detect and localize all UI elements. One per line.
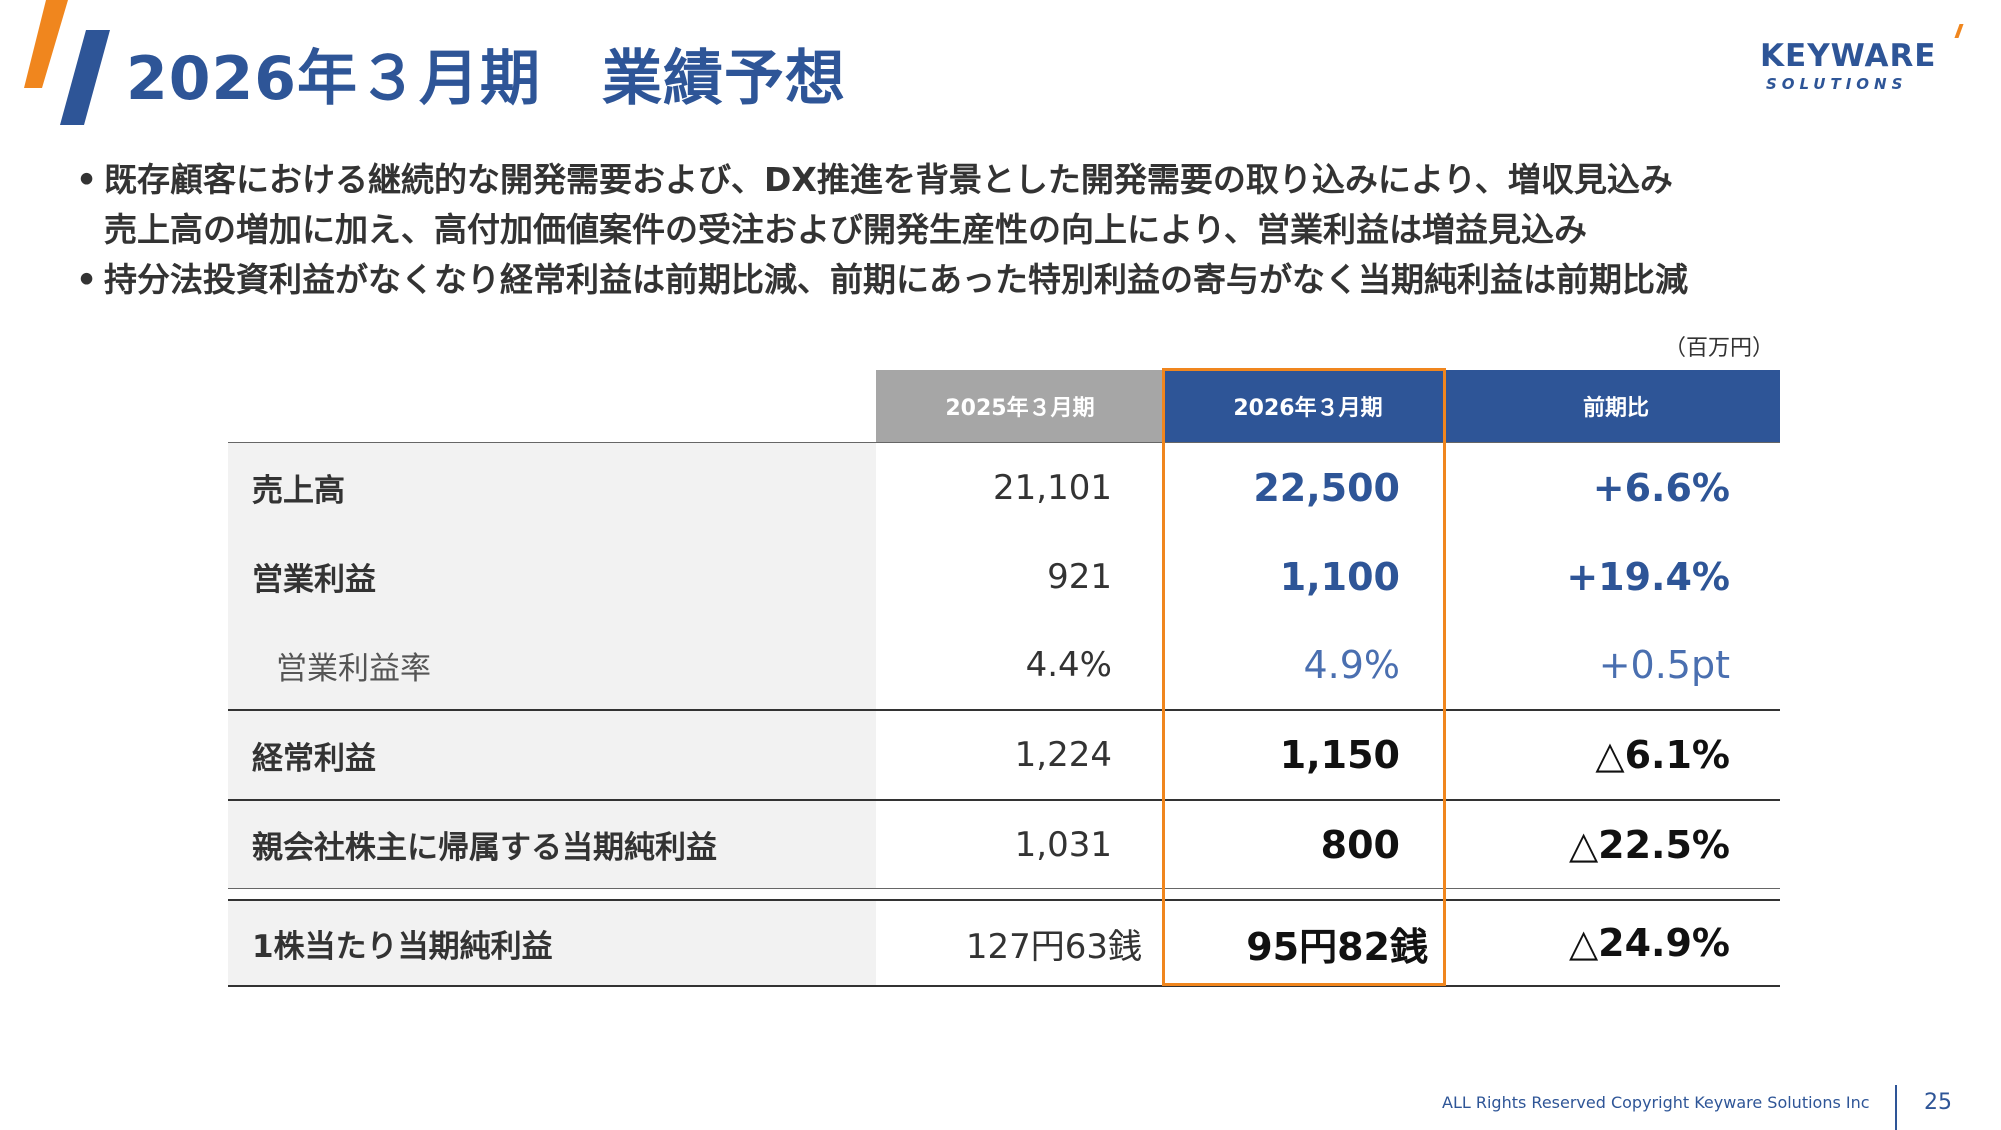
bullet-marker: • — [76, 260, 98, 299]
bullet-continuation: 売上高の増加に加え、高付加価値案件の受注および開発生産性の向上により、営業利益は… — [76, 205, 1976, 255]
row-label: 売上高 — [228, 443, 876, 532]
curr-value: 22,500 — [1253, 465, 1400, 510]
table-double-divider — [228, 899, 1780, 901]
curr-value: 95円82銭 — [1246, 924, 1428, 969]
table-row-operating-profit: 営業利益 921 1,100 +19.4% — [228, 532, 1780, 621]
table-double-divider — [228, 888, 1780, 889]
prev-value: 1,031 — [1014, 824, 1112, 865]
summary-bullets: • 既存顧客における継続的な開発需要および、DX推進を背景とした開発需要の取り込… — [76, 155, 1976, 305]
table-divider — [228, 442, 1780, 443]
bullet-text: 持分法投資利益がなくなり経常利益は前期比減、前期にあった特別利益の寄与がなく当期… — [104, 260, 1688, 299]
table-row-net-income: 親会社株主に帰属する当期純利益 1,031 800 △22.5% — [228, 801, 1780, 888]
curr-value: 1,100 — [1279, 554, 1400, 599]
company-logo: KEYWARE SOLUTIONS — [1760, 22, 1975, 100]
row-label: 営業利益 — [228, 532, 876, 621]
curr-value: 800 — [1320, 822, 1400, 867]
header-prev-year: 2025年３月期 — [876, 370, 1164, 442]
bullet-item: • 持分法投資利益がなくなり経常利益は前期比減、前期にあった特別利益の寄与がなく… — [76, 255, 1976, 305]
curr-value: 4.9% — [1303, 643, 1400, 687]
bullet-text: 既存顧客における継続的な開発需要および、DX推進を背景とした開発需要の取り込みに… — [104, 160, 1673, 199]
prev-value: 1,224 — [1014, 735, 1112, 775]
change-value: +6.6% — [1592, 465, 1730, 510]
logo-subtitle: SOLUTIONS — [1766, 75, 1908, 93]
header-current-year: 2026年３月期 — [1164, 370, 1452, 442]
change-value: +19.4% — [1566, 554, 1730, 599]
curr-value: 1,150 — [1279, 733, 1400, 777]
table-row-operating-margin: 営業利益率 4.4% 4.9% +0.5pt — [228, 621, 1780, 709]
prev-value: 127円63銭 — [965, 926, 1142, 967]
table-row-ordinary-profit: 経常利益 1,224 1,150 △6.1% — [228, 711, 1780, 799]
copyright-text: ALL Rights Reserved Copyright Keyware So… — [1442, 1093, 1870, 1112]
unit-label: （百万円） — [1664, 336, 1775, 361]
change-value: △24.9% — [1568, 921, 1730, 965]
table-row-sales: 売上高 21,101 22,500 +6.6% — [228, 443, 1780, 532]
logo-name: KEYWARE — [1760, 38, 1937, 74]
table-bottom-border — [228, 985, 1780, 987]
change-value: +0.5pt — [1598, 643, 1730, 687]
row-label: 営業利益率 — [228, 621, 876, 709]
row-label: 親会社株主に帰属する当期純利益 — [228, 801, 876, 888]
bullet-text: 売上高の増加に加え、高付加価値案件の受注および開発生産性の向上により、営業利益は… — [104, 210, 1588, 249]
corner-slash-logo-icon — [24, 0, 110, 125]
prev-value: 921 — [1047, 556, 1112, 597]
row-label: 経常利益 — [228, 711, 876, 799]
row-label: 1株当たり当期純利益 — [228, 901, 876, 985]
bullet-item: • 既存顧客における継続的な開発需要および、DX推進を背景とした開発需要の取り込… — [76, 155, 1976, 205]
page-number: 25 — [1924, 1090, 1952, 1115]
change-value: △6.1% — [1595, 733, 1730, 777]
prev-value: 4.4% — [1025, 645, 1112, 685]
footer-divider — [1895, 1085, 1897, 1130]
change-value: △22.5% — [1568, 822, 1730, 867]
prev-value: 21,101 — [993, 467, 1112, 508]
page-title: 2026年３月期 業績予想 — [126, 44, 846, 114]
table-divider — [228, 799, 1780, 801]
header-yoy-change: 前期比 — [1452, 370, 1780, 442]
table-divider — [228, 709, 1780, 711]
bullet-marker: • — [76, 160, 98, 199]
table-row-eps: 1株当たり当期純利益 127円63銭 95円82銭 △24.9% — [228, 901, 1780, 985]
logo-accent-tick — [1954, 24, 1964, 38]
